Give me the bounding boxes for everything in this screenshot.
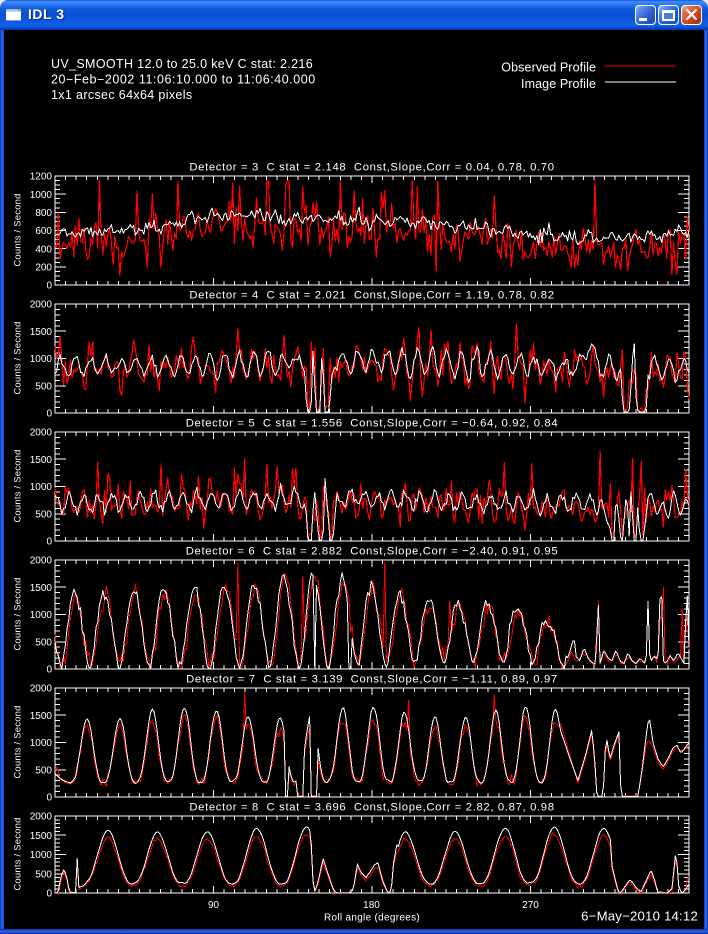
- svg-text:1x1 arcsec 64x64 pixels: 1x1 arcsec 64x64 pixels: [51, 88, 192, 102]
- svg-text:0: 0: [46, 665, 52, 676]
- svg-text:Roll angle (degrees): Roll angle (degrees): [324, 913, 420, 924]
- svg-text:2000: 2000: [30, 428, 53, 439]
- svg-text:Observed Profile: Observed Profile: [501, 61, 596, 75]
- svg-text:Counts / Second: Counts / Second: [13, 817, 24, 890]
- svg-text:2000: 2000: [30, 812, 53, 823]
- svg-text:Detector = 3 C stat = 2.148: Detector = 3 C stat = 2.148 Const,Slope,…: [189, 162, 554, 174]
- svg-text:2000: 2000: [30, 556, 53, 567]
- svg-text:0: 0: [46, 409, 52, 420]
- svg-text:Detector = 5 C stat = 1.556: Detector = 5 C stat = 1.556 Const,Slope,…: [186, 418, 559, 430]
- svg-text:20−Feb−2002 11:06:10.000 to 11: 20−Feb−2002 11:06:10.000 to 11:06:40.000: [51, 73, 316, 87]
- svg-text:Detector = 7 C stat = 3.139: Detector = 7 C stat = 3.139 Const,Slope,…: [186, 674, 558, 686]
- svg-text:500: 500: [35, 381, 52, 392]
- svg-text:0: 0: [46, 889, 52, 900]
- svg-text:180: 180: [363, 900, 380, 911]
- svg-text:800: 800: [35, 208, 52, 219]
- svg-text:500: 500: [35, 765, 52, 776]
- svg-text:1000: 1000: [30, 850, 53, 861]
- svg-text:0: 0: [46, 537, 52, 548]
- svg-text:600: 600: [35, 226, 52, 237]
- svg-text:Counts / Second: Counts / Second: [13, 449, 24, 522]
- svg-text:Counts / Second: Counts / Second: [13, 577, 24, 650]
- svg-text:0: 0: [46, 793, 52, 804]
- svg-text:1000: 1000: [30, 482, 53, 493]
- svg-text:0: 0: [46, 281, 52, 292]
- svg-text:1000: 1000: [30, 190, 53, 201]
- svg-text:270: 270: [522, 900, 539, 911]
- svg-text:6−May−2010 14:12: 6−May−2010 14:12: [581, 909, 698, 924]
- svg-text:500: 500: [35, 509, 52, 520]
- svg-text:2000: 2000: [30, 300, 53, 311]
- svg-text:1500: 1500: [30, 455, 53, 466]
- svg-text:1500: 1500: [30, 831, 53, 842]
- svg-text:Image Profile: Image Profile: [521, 77, 596, 91]
- svg-text:1000: 1000: [30, 354, 53, 365]
- svg-text:1500: 1500: [30, 711, 53, 722]
- svg-text:Counts / Second: Counts / Second: [13, 321, 24, 394]
- svg-text:Counts / Second: Counts / Second: [13, 705, 24, 778]
- svg-text:1200: 1200: [30, 172, 53, 183]
- svg-text:1500: 1500: [30, 583, 53, 594]
- svg-text:400: 400: [35, 244, 52, 255]
- svg-text:500: 500: [35, 637, 52, 648]
- svg-text:Detector = 6 C stat = 2.882: Detector = 6 C stat = 2.882 Const,Slope,…: [186, 546, 559, 558]
- svg-text:Detector = 4 C stat = 2.021: Detector = 4 C stat = 2.021 Const,Slope,…: [189, 290, 554, 302]
- svg-text:90: 90: [208, 900, 220, 911]
- svg-text:1500: 1500: [30, 327, 53, 338]
- svg-text:UV_SMOOTH 12.0 to 25.0 keV C s: UV_SMOOTH 12.0 to 25.0 keV C stat: 2.216: [51, 57, 313, 71]
- svg-text:1000: 1000: [30, 738, 53, 749]
- svg-text:Detector = 8 C stat = 3.696: Detector = 8 C stat = 3.696 Const,Slope,…: [189, 802, 554, 814]
- svg-text:500: 500: [35, 869, 52, 880]
- svg-text:1000: 1000: [30, 610, 53, 621]
- svg-text:2000: 2000: [30, 684, 53, 695]
- svg-text:200: 200: [35, 262, 52, 273]
- svg-text:Counts / Second: Counts / Second: [13, 193, 24, 266]
